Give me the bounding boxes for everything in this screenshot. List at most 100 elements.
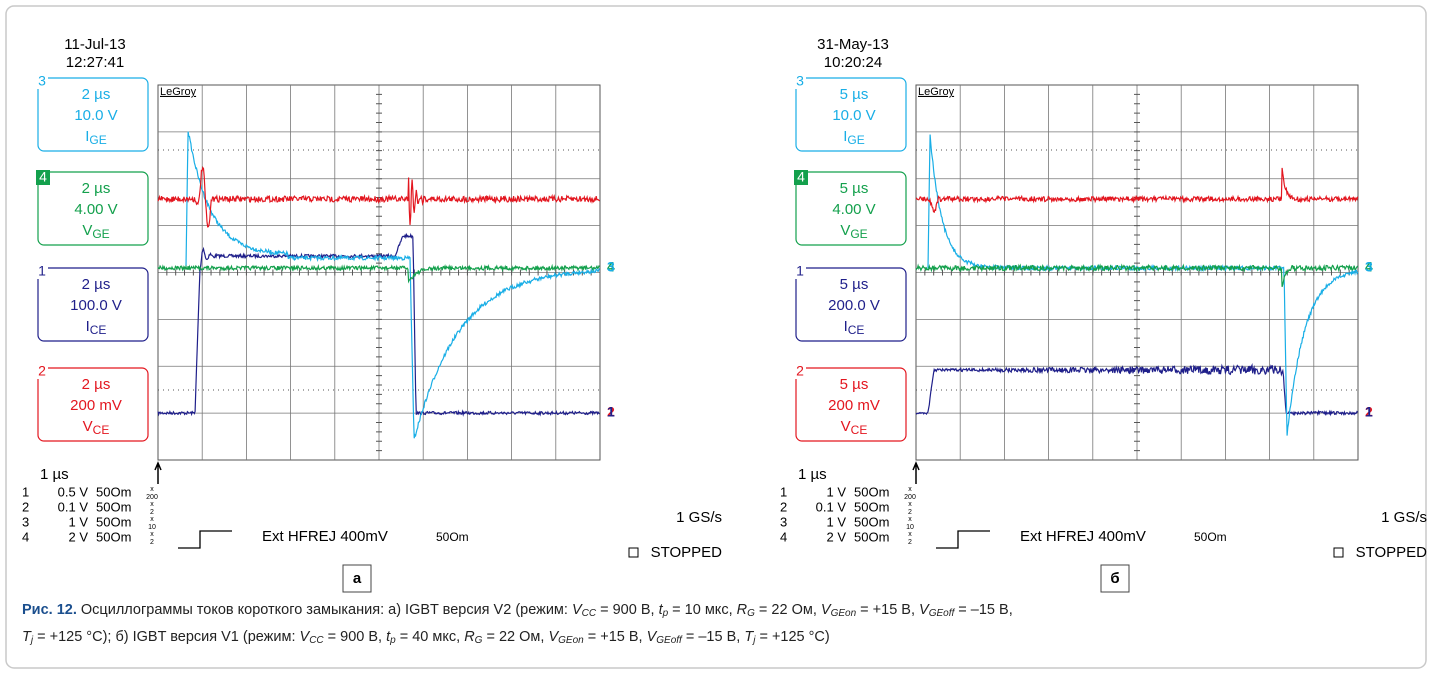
setting-probe-top: x [908,501,912,508]
channel-number: 2 [38,363,46,379]
trigger: Ext HFREJ 400mV [1020,528,1146,545]
setting-probe-bottom: 200 [904,494,916,501]
setting-probe-bottom: 10 [906,524,914,531]
date: 31-May-13 [817,36,889,53]
channel-marker: 1 [607,404,615,420]
channel-scale: 200.0 V [828,297,880,314]
channel-label-sub: GE [92,227,109,241]
setting-volts: 2 V [68,529,88,544]
channel-scale: 100.0 V [70,297,122,314]
channel-number: 3 [38,73,46,89]
setting-volts: 2 V [826,529,846,544]
channel-label-sub: CE [90,323,107,337]
brand: LeGroy [918,86,955,98]
caption-sub: GEon [558,635,584,646]
channel-scale: 10.0 V [74,107,117,124]
setting-channel: 4 [780,529,787,544]
caption-sub: GEon [831,608,857,619]
caption-text: = 40 мкс, [396,629,464,645]
channel-timebase: 5 µs [840,86,869,103]
channel-timebase: 2 µs [82,276,111,293]
caption-var: R [464,629,475,645]
setting-probe-top: x [908,516,912,523]
setting-channel: 3 [22,514,29,529]
channel-label-sub: GE [850,227,867,241]
status: STOPPED [651,544,723,561]
caption-text: = +125 °C) [755,629,829,645]
setting-probe-bottom: 2 [908,509,912,516]
caption-label: Рис. 12. [22,602,77,618]
caption-text: = +15 В, [856,602,919,618]
sample-rate: 1 GS/s [1381,509,1427,526]
setting-probe-bottom: 2 [908,539,912,546]
channel-scale: 4.00 V [74,201,117,218]
setting-channel: 1 [780,484,787,499]
panel-label: а [353,570,362,587]
setting-impedance: 50Om [96,484,131,499]
setting-probe-top: x [908,486,912,493]
status: STOPPED [1356,544,1428,561]
setting-probe-top: x [908,531,912,538]
setting-probe-bottom: 200 [146,494,158,501]
setting-channel: 2 [22,499,29,514]
caption-sub: CC [582,608,597,619]
setting-channel: 1 [22,484,29,499]
time: 12:27:41 [66,54,124,71]
channel-scale: 200 mV [828,397,880,414]
channel-timebase: 2 µs [82,180,111,197]
panel-label: б [1110,570,1119,587]
channel-timebase: 5 µs [840,180,869,197]
caption-text: = 900 В, [324,629,386,645]
setting-volts: 1 V [826,514,846,529]
channel-number: 1 [796,263,804,279]
figure: 11-Jul-1312:27:41LeGroy432132 µs10.0 VIG… [0,0,1433,675]
setting-volts: 0.1 V [816,499,847,514]
channel-label-sub: CE [848,323,865,337]
setting-impedance: 50Om [854,529,889,544]
setting-probe-top: x [150,501,154,508]
channel-scale: 10.0 V [832,107,875,124]
channel-timebase: 5 µs [840,376,869,393]
channel-timebase: 2 µs [82,376,111,393]
caption-sub: GEoff [929,608,956,619]
caption-text: = 22 Ом, [755,602,821,618]
trigger-impedance: 50Om [1194,530,1227,544]
setting-impedance: 50Om [854,484,889,499]
trigger-impedance: 50Om [436,530,469,544]
setting-probe-top: x [150,486,154,493]
setting-probe-top: x [150,531,154,538]
frame [6,6,1426,668]
channel-label-main: V [840,222,850,239]
setting-volts: 1 V [826,484,846,499]
channel-timebase: 5 µs [840,276,869,293]
channel-scale: 200 mV [70,397,122,414]
time: 10:20:24 [824,54,882,71]
channel-number: 1 [38,263,46,279]
setting-volts: 0.1 V [58,499,89,514]
channel-number: 3 [796,73,804,89]
channel-marker: 1 [1365,404,1373,420]
caption-sub: CC [309,635,324,646]
channel-number: 4 [39,169,47,185]
channel-label-main: V [82,222,92,239]
channel-label-sub: GE [847,133,864,147]
setting-probe-top: x [150,516,154,523]
channel-scale: 4.00 V [832,201,875,218]
setting-probe-bottom: 2 [150,509,154,516]
channel-label-main: V [83,418,93,435]
setting-channel: 2 [780,499,787,514]
caption-text: = 900 В, [596,602,658,618]
channel-marker: 3 [1365,259,1373,275]
timebase: 1 µs [798,466,827,483]
setting-impedance: 50Om [96,499,131,514]
date: 11-Jul-13 [64,36,125,53]
caption-text: = –15 В, [682,629,744,645]
sample-rate: 1 GS/s [676,509,722,526]
timebase: 1 µs [40,466,69,483]
caption-line: Рис. 12. Осциллограммы токов короткого з… [22,602,1013,619]
caption-text: = +125 °C); б) IGBT версия V1 (режим: [33,629,299,645]
channel-timebase: 2 µs [82,86,111,103]
channel-label-sub: CE [93,423,110,437]
channel-marker: 3 [607,259,615,275]
channel-label-sub: CE [851,423,868,437]
